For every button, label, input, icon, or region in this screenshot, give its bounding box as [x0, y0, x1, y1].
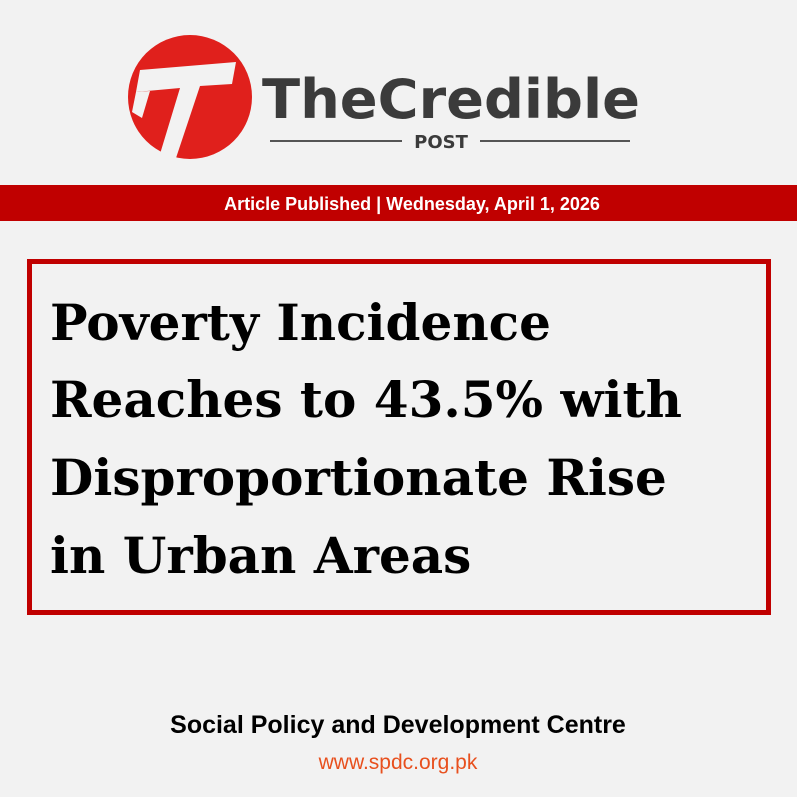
- banner: [0, 185, 797, 221]
- headline-line: Disproportionate Rise: [50, 448, 667, 507]
- headline-box: [27, 259, 771, 615]
- headline-line: in Urban Areas: [50, 526, 471, 585]
- headline: Poverty Incidence Reaches to 43.5% with …: [50, 293, 682, 585]
- logo-mark-tail: [132, 91, 150, 118]
- headline-line: Poverty Incidence: [50, 293, 551, 352]
- headline-line: Reaches to 43.5% with: [50, 370, 682, 429]
- logo: TheCredible POST: [128, 35, 640, 159]
- logo-subname: POST: [414, 132, 468, 153]
- url: www.spdc.org.pk: [318, 751, 478, 774]
- banner-text: Article Published | Wednesday, April 1, …: [224, 194, 600, 214]
- logo-mark: [136, 62, 236, 158]
- organization: Social Policy and Development Centre: [170, 711, 626, 739]
- logo-name: TheCredible: [262, 68, 640, 131]
